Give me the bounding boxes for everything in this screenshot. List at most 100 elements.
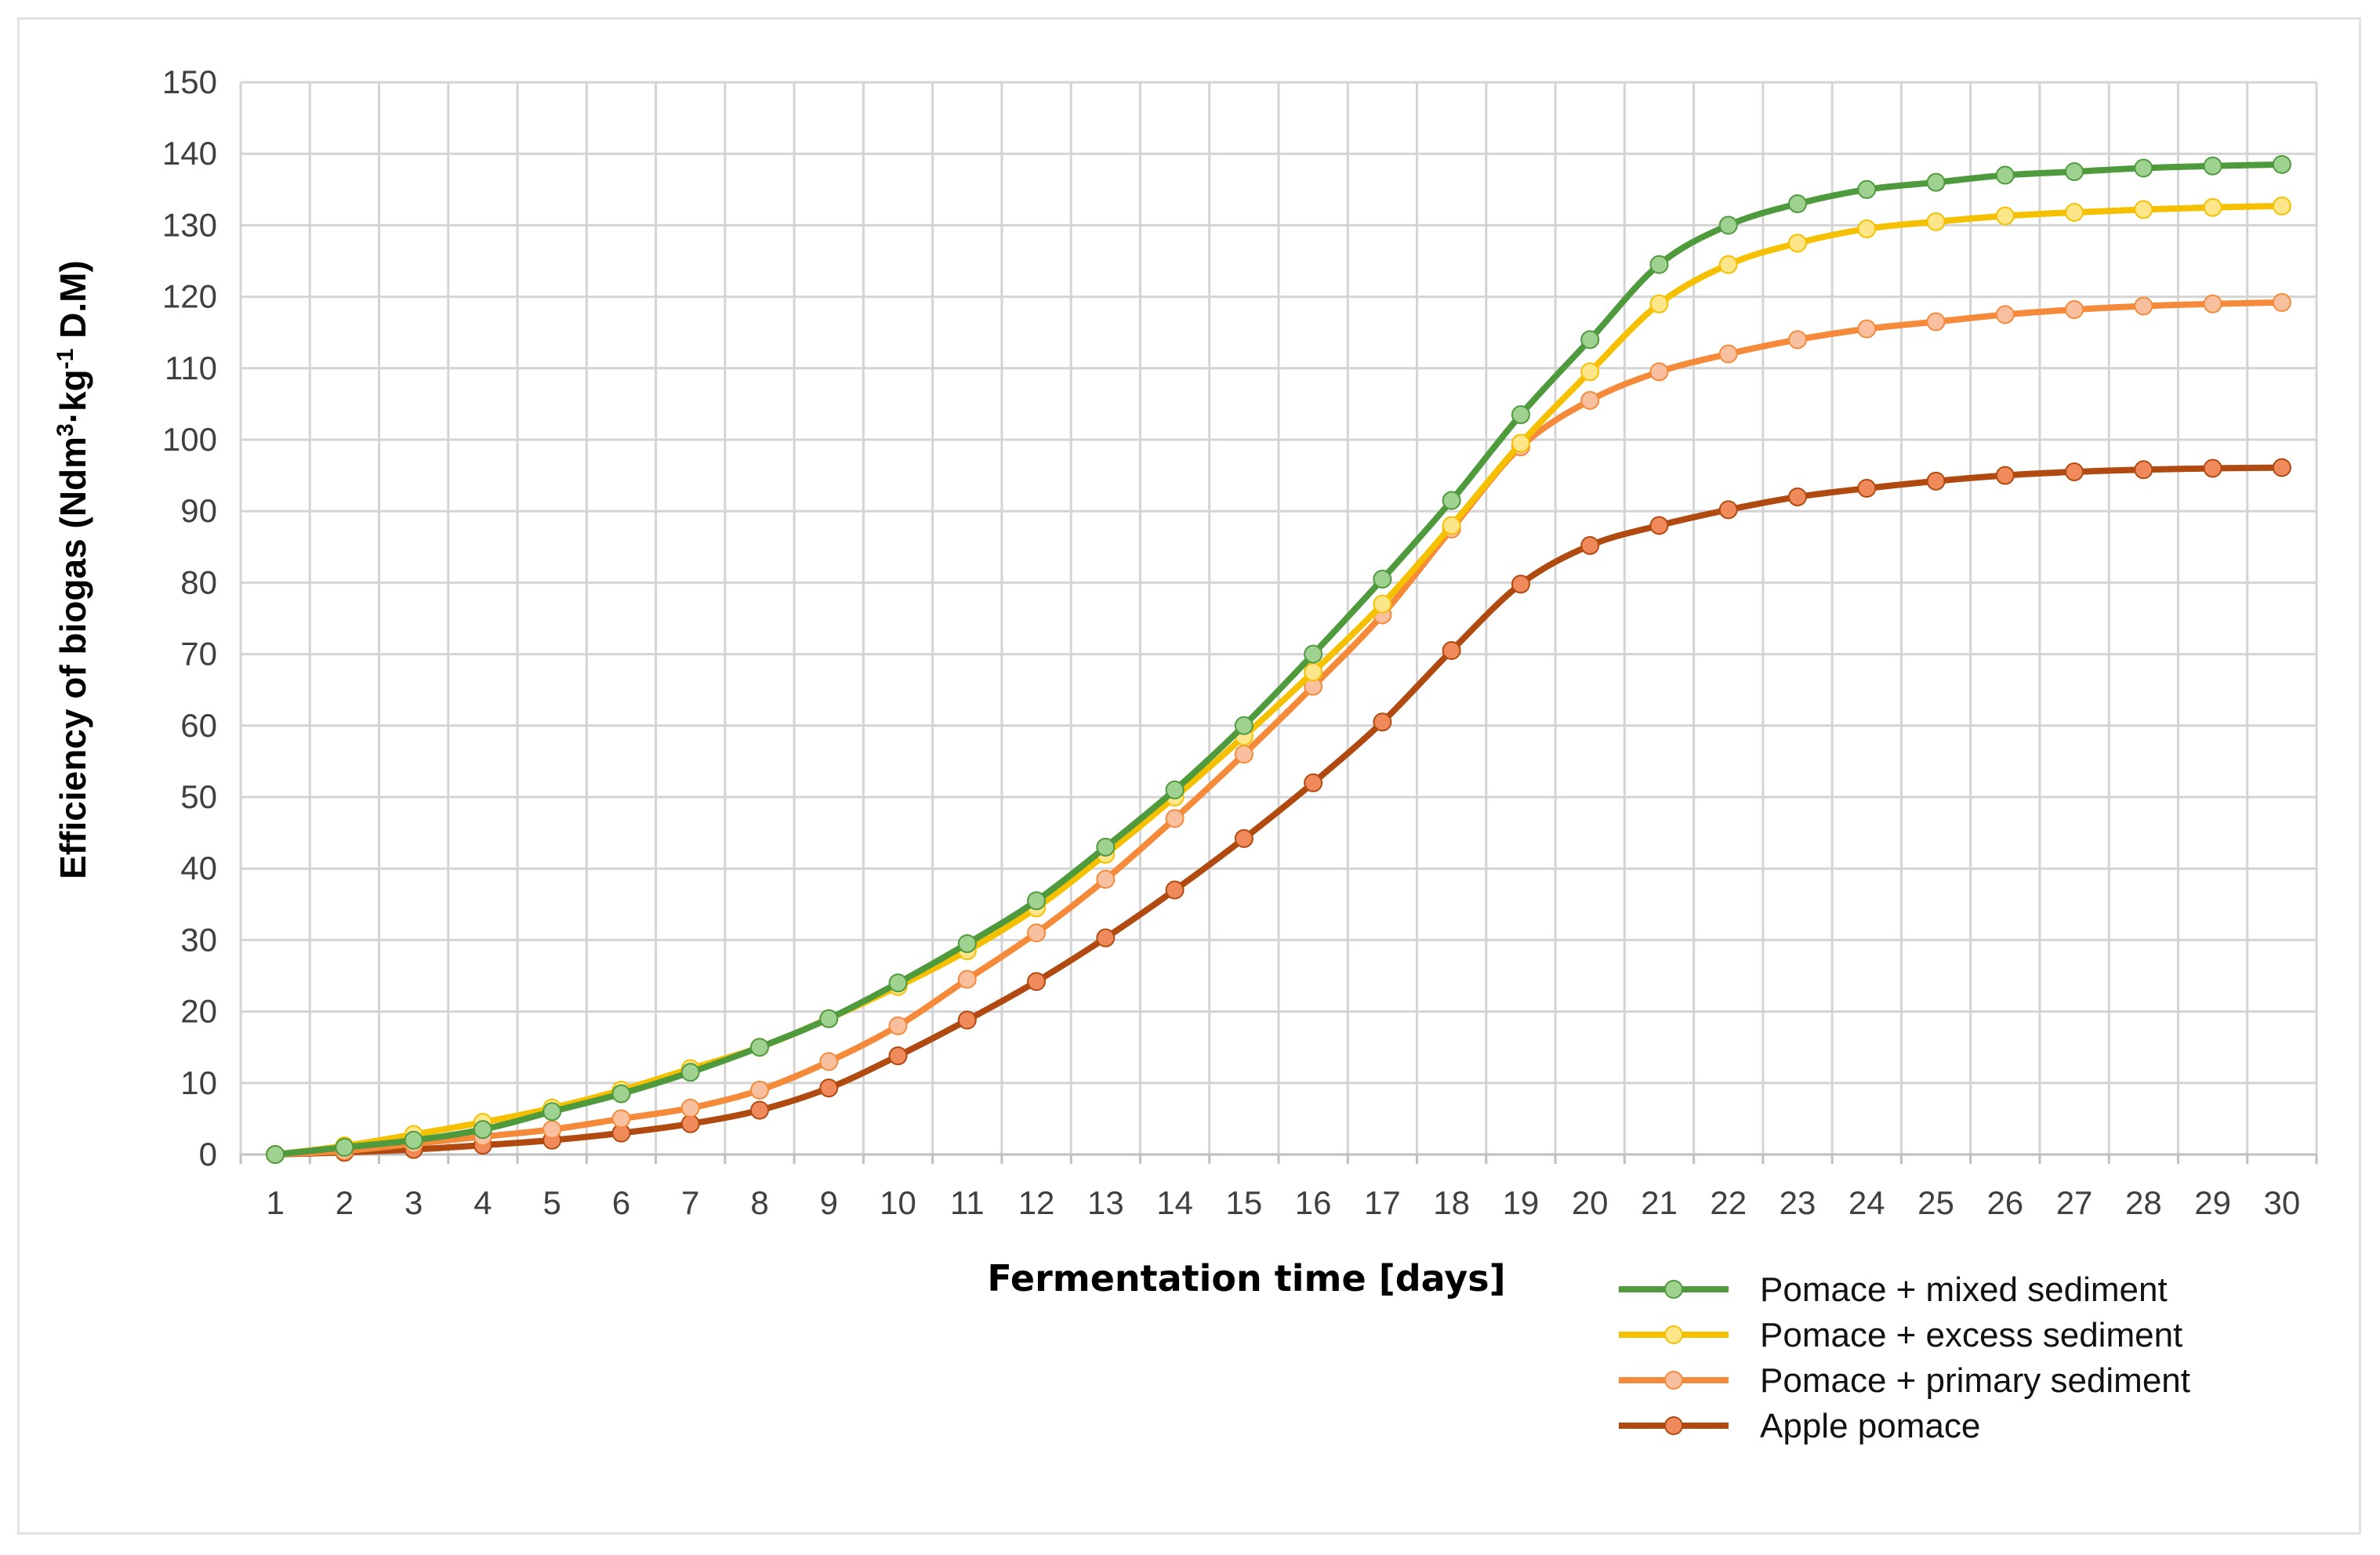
- x-tick-label: 22: [1710, 1184, 1747, 1221]
- data-point: [266, 1145, 285, 1164]
- data-point: [819, 1052, 839, 1071]
- data-point: [2272, 154, 2291, 174]
- data-point: [1926, 312, 1946, 332]
- data-point: [1027, 923, 1047, 943]
- data-point: [1096, 869, 1116, 889]
- data-point: [1027, 972, 1047, 991]
- legend-label: Pomace + excess sediment: [1760, 1316, 2182, 1354]
- data-point: [1580, 330, 1600, 350]
- y-tick-label: 70: [180, 636, 217, 672]
- y-tick-label: 130: [162, 206, 217, 243]
- y-tick-label: 50: [180, 778, 217, 815]
- y-tick-labels: 0 10 20 30 40 50 60 70 80 90 100 110 120 130 140 150: [162, 63, 217, 1173]
- x-tick-label: 21: [1641, 1184, 1678, 1221]
- data-point: [2203, 156, 2222, 176]
- data-point: [404, 1130, 423, 1150]
- y-tick-label: 100: [162, 421, 217, 458]
- x-tick-label: 6: [612, 1184, 630, 1221]
- data-point: [2203, 459, 2222, 478]
- legend-item: Pomace + mixed sediment: [1619, 1270, 2168, 1309]
- data-point: [1511, 575, 1530, 594]
- y-tick-label: 60: [180, 707, 217, 744]
- data-point: [1234, 716, 1253, 735]
- y-axis-label: Efficiency of biogas (Ndm3·kg-1 D.M): [53, 260, 93, 879]
- data-point: [957, 1010, 977, 1030]
- legend-label: Apple pomace: [1760, 1407, 1980, 1445]
- axes: [239, 1153, 2318, 1164]
- data-point: [1234, 745, 1253, 764]
- data-point: [1857, 479, 1877, 498]
- data-point: [473, 1120, 492, 1140]
- data-point: [1718, 500, 1738, 520]
- data-point: [1580, 535, 1600, 555]
- legend-swatch-marker: [1664, 1280, 1683, 1299]
- data-point: [1511, 405, 1530, 425]
- data-point: [1442, 641, 1461, 661]
- data-point: [1234, 828, 1253, 848]
- data-point: [1926, 172, 1946, 192]
- x-tick-label: 24: [1848, 1184, 1885, 1221]
- x-tick-label: 17: [1364, 1184, 1401, 1221]
- x-axis-label: Fermentation time [days]: [987, 1257, 1505, 1299]
- series-group: [266, 154, 2291, 1164]
- x-tick-label: 9: [820, 1184, 838, 1221]
- data-point: [611, 1109, 631, 1129]
- x-tick-labels: 1 2 3 4 5 6 7 8 9 10 11 12 13 14 15 16 17 18 19 20 21 22 23 24 2…: [266, 1184, 2300, 1221]
- x-tick-label: 25: [1917, 1184, 1954, 1221]
- data-point: [1788, 234, 1807, 253]
- data-point: [888, 973, 908, 993]
- legend-item: Pomace + excess sediment: [1619, 1316, 2182, 1354]
- x-tick-label: 29: [2194, 1184, 2231, 1221]
- data-point: [750, 1080, 769, 1100]
- data-point: [1096, 837, 1116, 857]
- data-point: [1649, 362, 1669, 382]
- x-tick-label: 18: [1433, 1184, 1470, 1221]
- data-point: [2134, 460, 2153, 480]
- x-tick-label: 23: [1780, 1184, 1816, 1221]
- data-point: [750, 1038, 769, 1057]
- data-point: [1511, 433, 1530, 453]
- data-point: [1165, 780, 1185, 799]
- data-point: [1649, 255, 1669, 274]
- data-point: [1442, 516, 1461, 535]
- data-point: [1096, 928, 1116, 948]
- data-point: [750, 1100, 769, 1120]
- x-tick-label: 2: [336, 1184, 354, 1221]
- data-point: [1857, 219, 1877, 238]
- data-point: [1995, 466, 2015, 485]
- data-point: [1788, 194, 1807, 214]
- y-tick-label: 110: [165, 350, 217, 386]
- x-tick-label: 28: [2125, 1184, 2162, 1221]
- legend-item: Pomace + primary sediment: [1619, 1361, 2190, 1400]
- x-tick-label: 8: [750, 1184, 768, 1221]
- legend-label: Pomace + mixed sediment: [1760, 1270, 2168, 1309]
- x-tick-label: 26: [1986, 1184, 2023, 1221]
- data-point: [1857, 179, 1877, 199]
- data-point: [1304, 644, 1323, 664]
- data-point: [2134, 296, 2153, 316]
- legend-item: Apple pomace: [1619, 1407, 1980, 1445]
- x-tick-label: 27: [2056, 1184, 2093, 1221]
- y-tick-label: 0: [199, 1136, 217, 1173]
- y-tick-label: 120: [162, 278, 217, 315]
- data-point: [1995, 165, 2015, 185]
- data-point: [2203, 294, 2222, 314]
- data-point: [819, 1009, 839, 1028]
- data-point: [1304, 662, 1323, 682]
- data-point: [1580, 362, 1600, 382]
- x-tick-label: 5: [543, 1184, 561, 1221]
- data-point: [1373, 712, 1392, 732]
- x-tick-label: 4: [473, 1184, 492, 1221]
- x-tick-label: 3: [405, 1184, 423, 1221]
- data-point: [1165, 809, 1185, 828]
- data-point: [1995, 305, 2015, 324]
- data-point: [1304, 773, 1323, 792]
- y-tick-label: 40: [180, 850, 217, 886]
- data-point: [2065, 162, 2084, 181]
- data-point: [957, 970, 977, 989]
- data-point: [1857, 319, 1877, 339]
- x-tick-label: 10: [880, 1184, 916, 1221]
- data-point: [819, 1078, 839, 1098]
- x-tick-label: 7: [681, 1184, 699, 1221]
